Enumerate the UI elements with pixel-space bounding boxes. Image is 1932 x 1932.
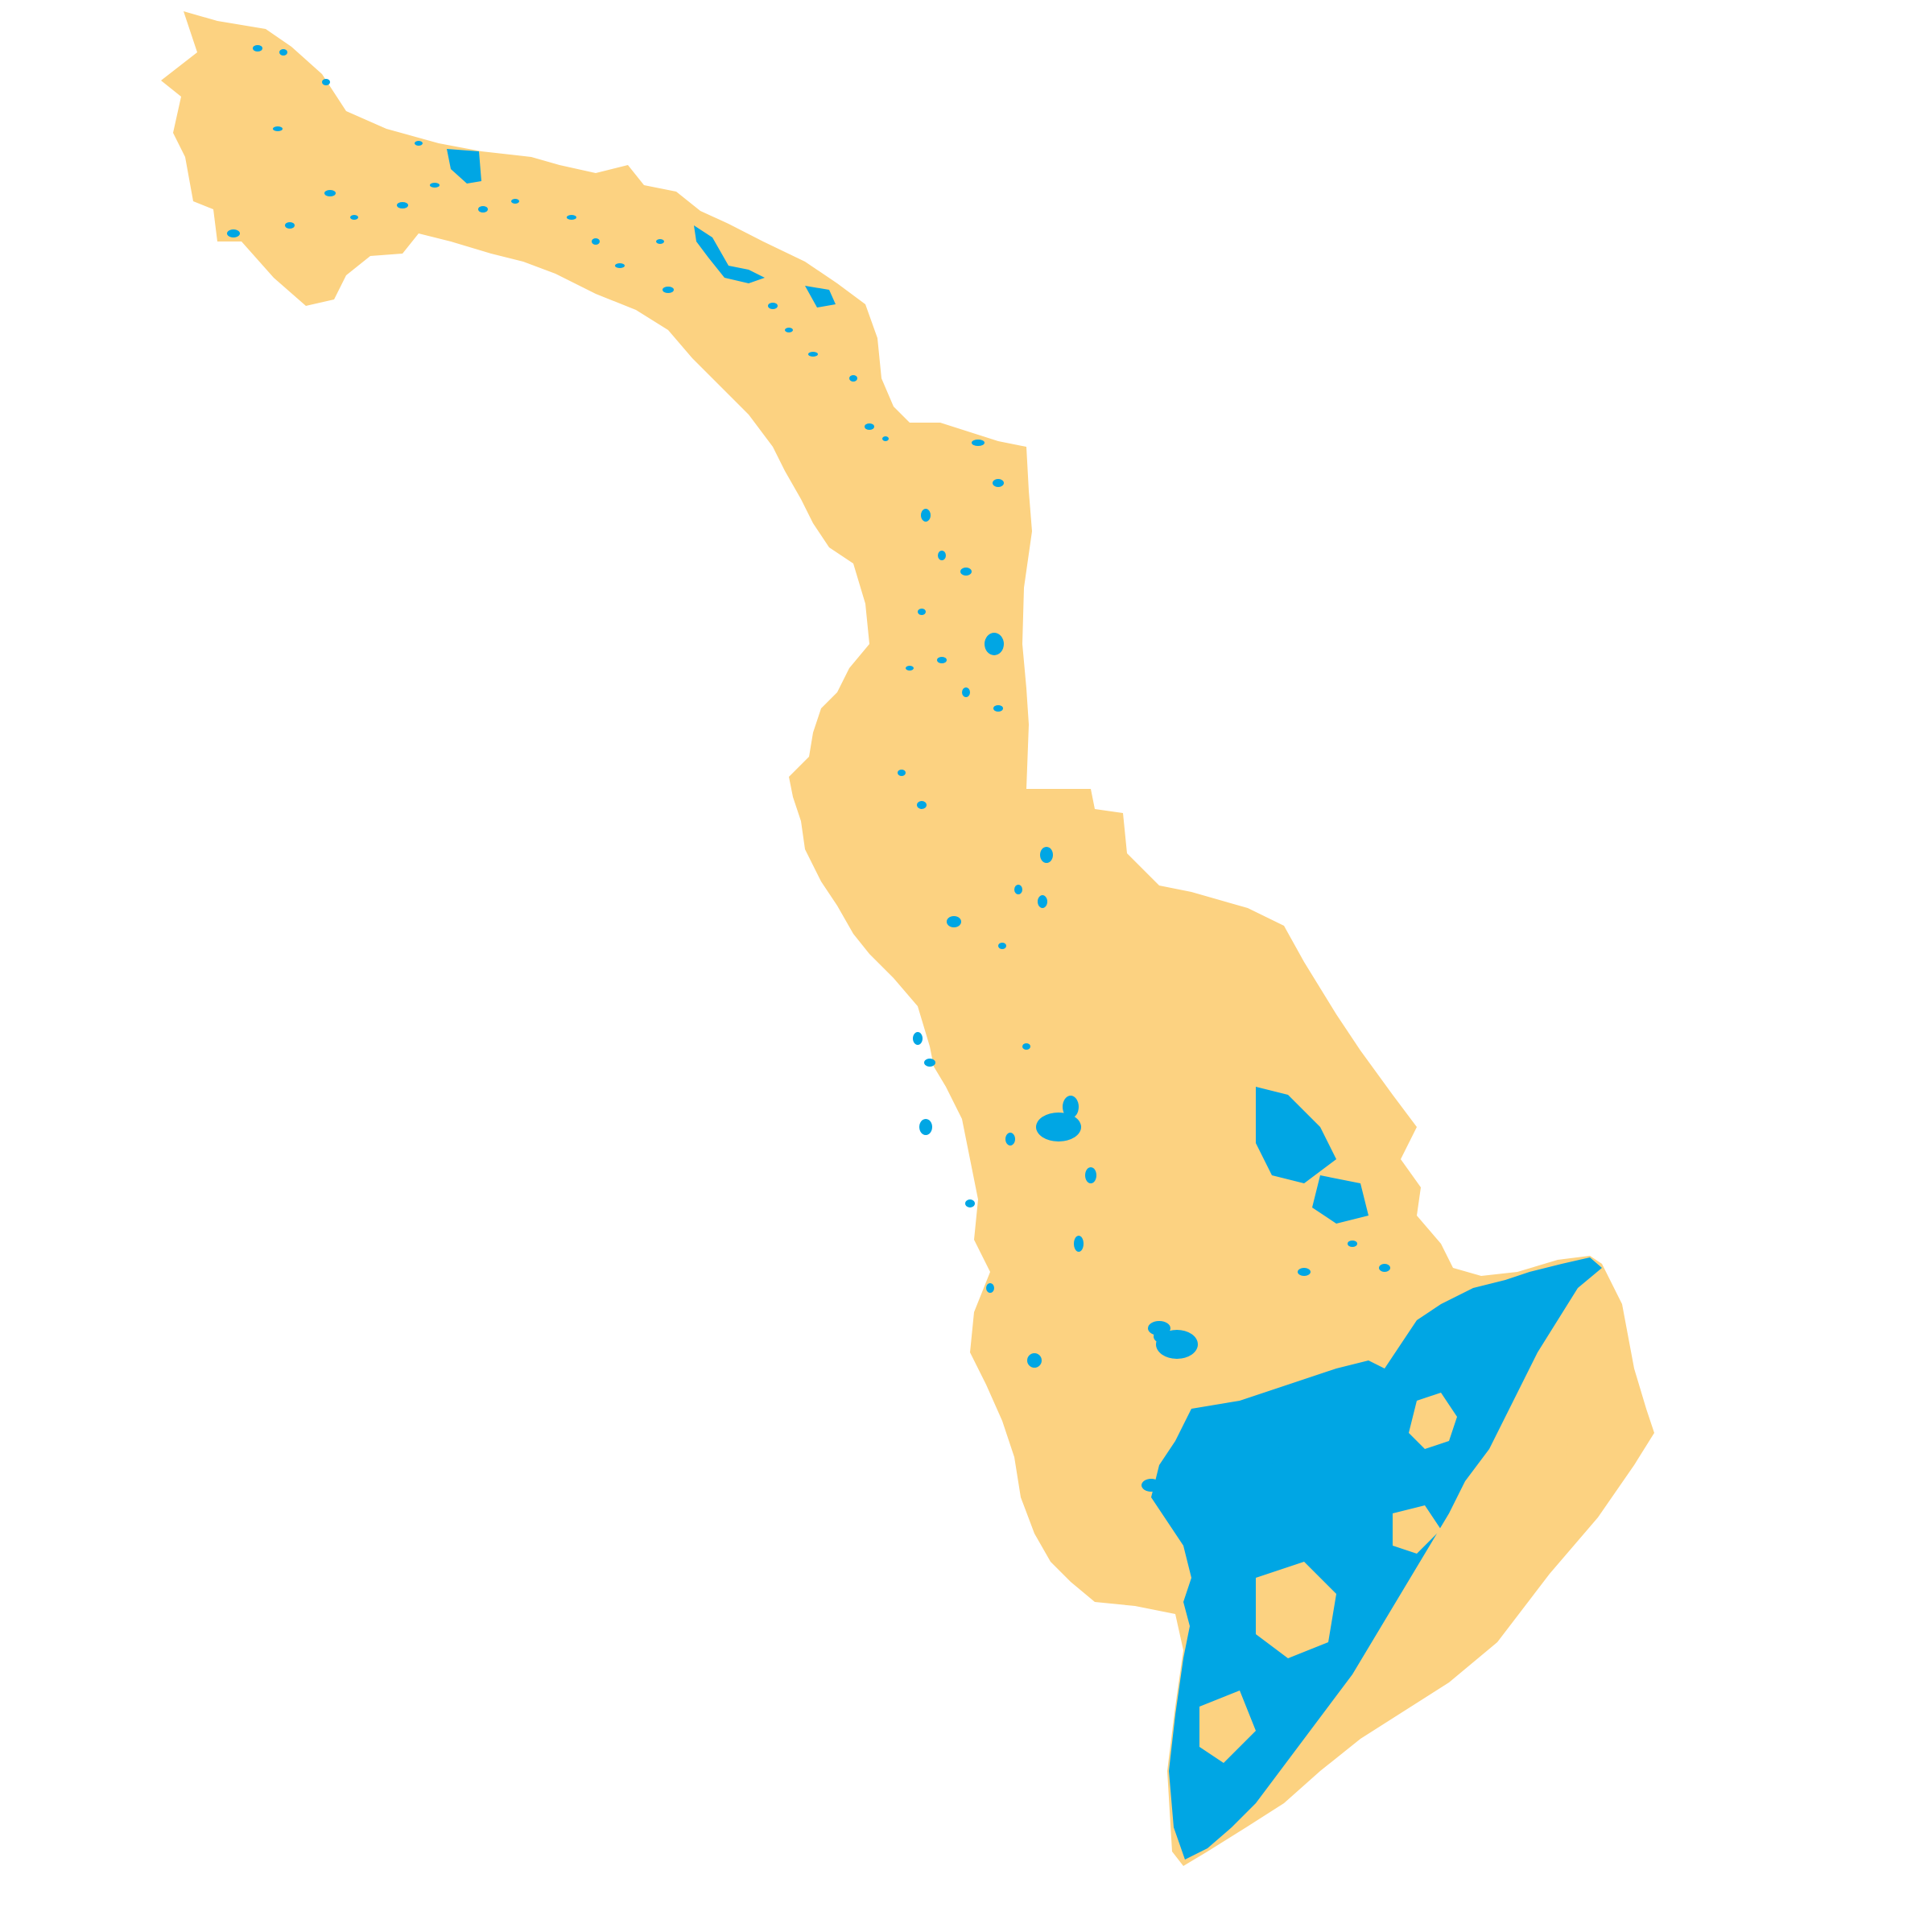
inland-lake [447, 149, 481, 184]
inland-pond [1027, 1353, 1042, 1368]
bay-island [1256, 1562, 1336, 1658]
inland-pond [1141, 1479, 1161, 1492]
inland-lake [1256, 1087, 1336, 1183]
river-ponds [227, 45, 1390, 1293]
bay-island [1513, 1385, 1570, 1489]
bay-island [1199, 1690, 1256, 1763]
inland-pond [1154, 1329, 1173, 1344]
inland-pond [1063, 1096, 1079, 1118]
bay-island [1409, 1393, 1457, 1449]
inland-pond [947, 916, 961, 927]
inland-lake [694, 225, 765, 283]
inland-pond [1040, 847, 1053, 863]
inland-pond [985, 633, 1004, 655]
inland-lake [1191, 1473, 1244, 1521]
inland-pond [1005, 1133, 1015, 1146]
bay-island [1393, 1505, 1441, 1554]
inland-lake [1191, 1401, 1288, 1473]
inland-lake [1312, 1175, 1368, 1224]
inland-pond [919, 1119, 932, 1135]
inland-lake [1036, 1113, 1081, 1141]
inland-pond [1085, 1167, 1096, 1183]
inland-lake [805, 286, 836, 308]
